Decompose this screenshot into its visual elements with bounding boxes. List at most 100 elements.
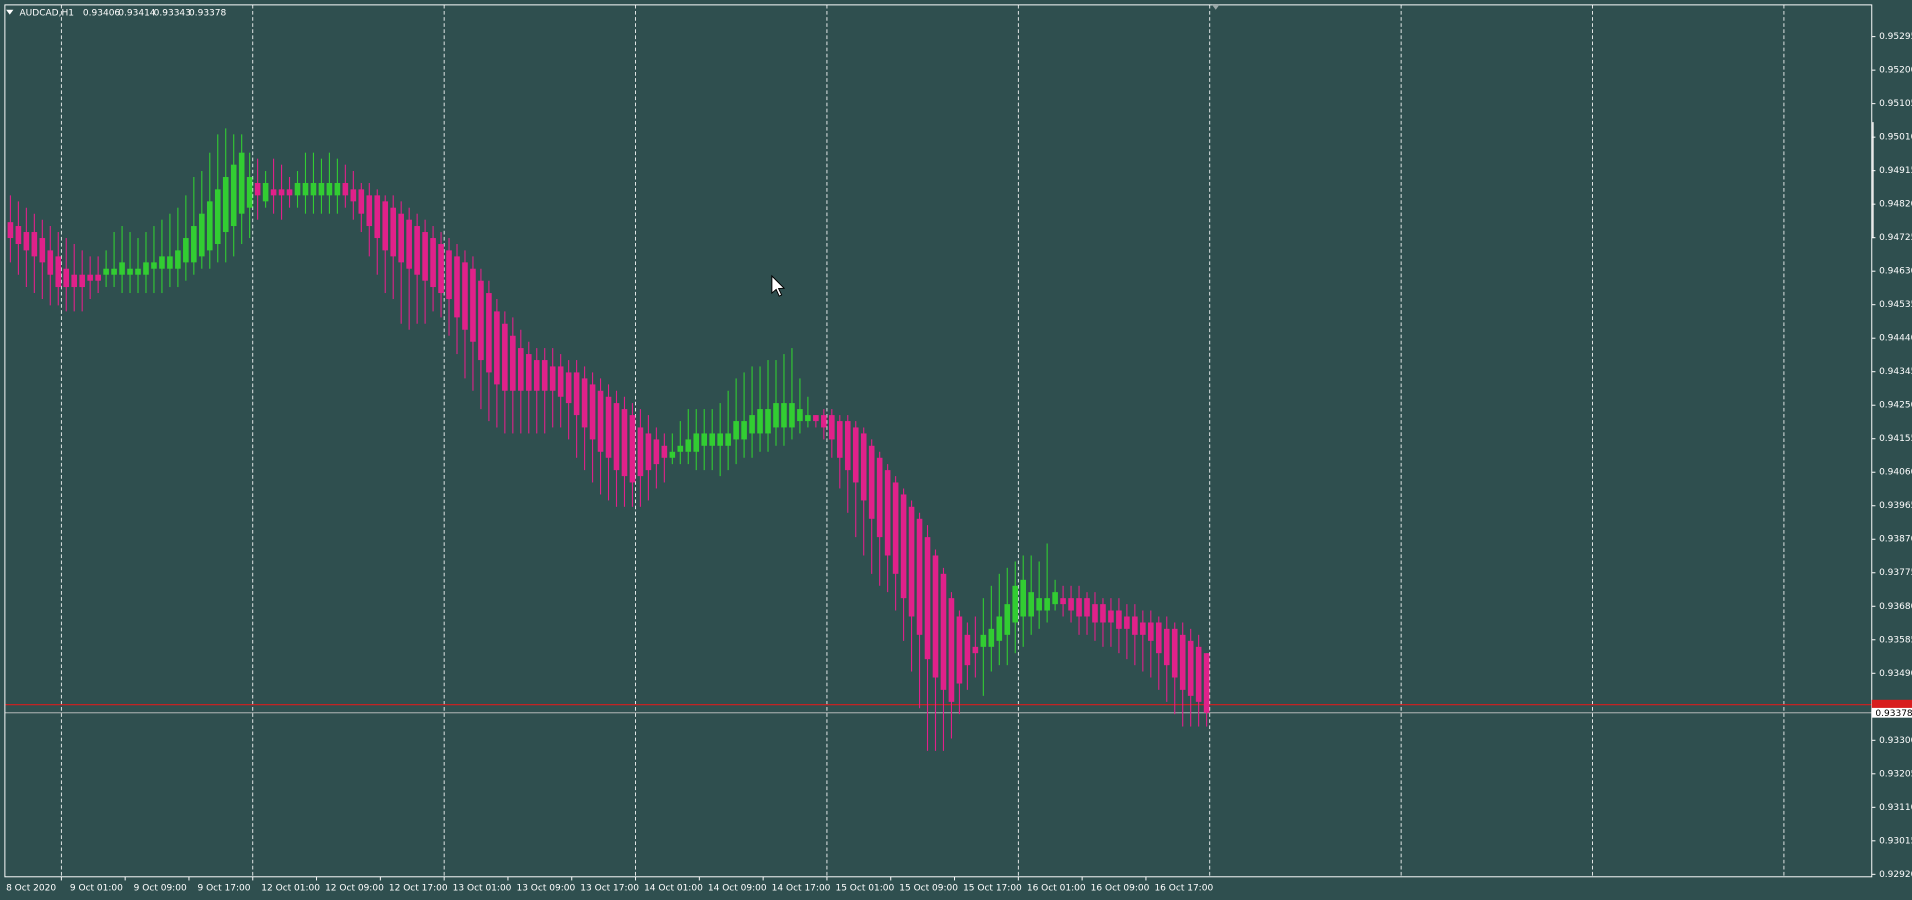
- candle-body: [262, 183, 269, 202]
- mouse-cursor: [771, 274, 786, 297]
- candle-body: [813, 415, 819, 422]
- candle-body: [836, 421, 843, 458]
- candle-body: [246, 177, 253, 208]
- candle-body: [366, 195, 373, 227]
- plot-frame: [4, 4, 1873, 878]
- candle-body: [1148, 622, 1154, 641]
- candle-body: [358, 189, 365, 214]
- candle-body: [645, 433, 652, 471]
- candle-body: [191, 226, 197, 263]
- y-tick-label: 0.95295: [1879, 32, 1912, 42]
- candle-body: [294, 183, 301, 196]
- candle-body: [597, 390, 604, 452]
- candle-body: [1140, 622, 1146, 635]
- candle-body: [47, 250, 54, 275]
- candle-body: [1068, 598, 1074, 611]
- candle-body: [916, 518, 923, 635]
- x-tick-label: 15 Oct 01:00: [835, 883, 894, 893]
- candle-body: [1203, 653, 1210, 713]
- symbol-label: AUDCAD,H1: [20, 8, 74, 18]
- candle-body: [1028, 592, 1034, 617]
- candle-body: [278, 189, 285, 196]
- x-tick-label: 16 Oct 09:00: [1091, 883, 1150, 893]
- candle-body: [350, 189, 357, 202]
- x-tick-label: 14 Oct 09:00: [708, 883, 767, 893]
- candle-body: [964, 634, 971, 666]
- candle-body: [565, 372, 572, 404]
- candle-body: [15, 226, 22, 245]
- y-tick-label: 0.94535: [1879, 300, 1912, 310]
- scroll-marker: [1871, 122, 1874, 239]
- candle-body: [462, 262, 468, 330]
- candle-body: [908, 506, 915, 617]
- candle-body: [637, 427, 644, 477]
- x-tick-label: 15 Oct 09:00: [899, 883, 958, 893]
- ohlc-value: 0.93406: [83, 8, 121, 18]
- candle-body: [222, 177, 229, 233]
- candle-body: [1171, 628, 1178, 678]
- candle-body: [478, 280, 484, 361]
- plot-area: [4, 4, 1872, 877]
- candle-body: [517, 348, 524, 391]
- x-tick-label: 13 Oct 01:00: [453, 883, 512, 893]
- candle-body: [972, 646, 979, 654]
- ohlc-value: 0.93343: [154, 8, 192, 18]
- candle-body: [230, 164, 237, 227]
- x-tick-label: 16 Oct 01:00: [1027, 883, 1086, 893]
- candle-body: [956, 616, 963, 684]
- candle-body: [980, 634, 987, 647]
- candle-body: [717, 433, 723, 446]
- y-tick-label: 0.92920: [1879, 870, 1912, 880]
- candle-body: [892, 482, 899, 574]
- candle-body: [605, 396, 612, 458]
- candle-body: [214, 189, 221, 245]
- candle-body: [23, 232, 30, 251]
- x-tick-label: 14 Oct 01:00: [644, 883, 703, 893]
- candle-body: [1195, 646, 1202, 702]
- candle-body: [549, 366, 556, 391]
- candle-body: [1060, 598, 1066, 605]
- candle-body: [1179, 634, 1186, 690]
- candle-body: [510, 335, 516, 391]
- candle-body: [446, 250, 452, 300]
- candle-body: [685, 439, 692, 452]
- shift-marker[interactable]: [1212, 4, 1220, 10]
- candle-body: [135, 268, 141, 275]
- candle-body: [1163, 628, 1170, 666]
- candle-body: [741, 421, 747, 440]
- last-price-box: [1871, 707, 1912, 718]
- ohlc-value: 0.93414: [118, 8, 156, 18]
- candle-body: [932, 555, 939, 678]
- candle-body: [7, 222, 14, 239]
- candle-body: [175, 250, 181, 269]
- candle-body: [988, 628, 995, 647]
- candle-body: [270, 189, 277, 196]
- x-tick-label: 12 Oct 09:00: [325, 883, 384, 893]
- x-tick-label: 8 Oct 2020: [6, 883, 56, 893]
- y-tick-label: 0.94345: [1879, 367, 1912, 377]
- candle-body: [494, 311, 500, 385]
- collapse-arrow[interactable]: [6, 9, 14, 15]
- x-tick-label: 13 Oct 17:00: [580, 883, 639, 893]
- candle-body: [55, 256, 62, 288]
- candle-body: [781, 403, 787, 428]
- candle-body: [797, 409, 803, 422]
- candle-body: [318, 183, 325, 196]
- candle-body: [589, 384, 596, 440]
- candle-body: [693, 433, 700, 452]
- candle-body: [1076, 598, 1082, 617]
- y-tick-label: 0.93015: [1879, 836, 1912, 846]
- candle-body: [573, 372, 580, 416]
- candle-body: [533, 360, 540, 391]
- candle-body: [924, 537, 931, 660]
- x-tick-label: 9 Oct 09:00: [134, 883, 187, 893]
- candle-body: [1187, 640, 1194, 696]
- candle-body: [486, 293, 492, 373]
